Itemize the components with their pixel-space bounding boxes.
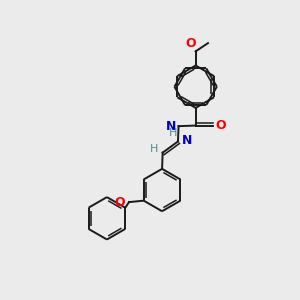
Text: N: N	[182, 134, 192, 147]
Text: N: N	[166, 120, 176, 133]
Text: O: O	[115, 196, 125, 208]
Text: O: O	[216, 119, 226, 132]
Text: H: H	[169, 128, 177, 138]
Text: H: H	[150, 144, 158, 154]
Text: O: O	[185, 37, 196, 50]
